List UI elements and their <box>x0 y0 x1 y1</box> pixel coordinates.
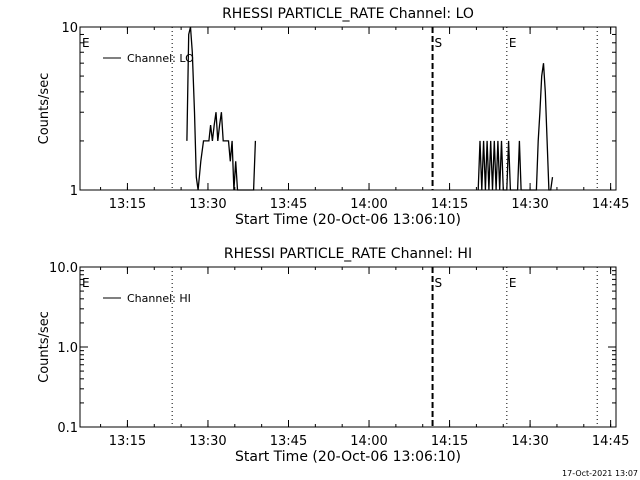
y-axis-label: Counts/sec <box>37 73 52 145</box>
x-tick-label: 14:45 <box>592 434 629 449</box>
series-line <box>477 63 554 191</box>
x-axis-label: Start Time (20-Oct-06 13:06:10) <box>235 449 461 465</box>
y-tick-label: 1.0 <box>57 341 78 356</box>
legend-label: Channel: HI <box>127 292 191 305</box>
event-marker-label: S <box>435 276 443 290</box>
y-tick-label: 10 <box>61 21 78 36</box>
event-marker-label: E <box>82 276 90 290</box>
event-marker-label: E <box>82 36 90 50</box>
chart-title: RHESSI PARTICLE_RATE Channel: HI <box>224 246 472 262</box>
footer-timestamp: 17-Oct-2021 13:07 <box>562 469 638 478</box>
y-tick-label: 0.1 <box>57 421 78 436</box>
x-tick-label: 14:15 <box>431 197 468 212</box>
legend-label: Channel: LO <box>127 52 194 65</box>
chart-panel-lo: RHESSI PARTICLE_RATE Channel: LO 13:15 13:… <box>37 6 629 228</box>
chart-title: RHESSI PARTICLE_RATE Channel: LO <box>222 6 474 22</box>
event-marker-label: E <box>509 36 517 50</box>
y-tick-label: 1 <box>70 184 78 199</box>
x-tick-label: 13:45 <box>270 197 307 212</box>
event-marker-label: E <box>509 276 517 290</box>
x-tick-label: 14:30 <box>511 434 548 449</box>
x-tick-label: 14:30 <box>511 197 548 212</box>
plot-frame <box>79 266 617 428</box>
x-tick-label: 13:45 <box>270 434 307 449</box>
x-tick-label: 13:30 <box>189 434 226 449</box>
x-tick-label: 14:15 <box>431 434 468 449</box>
x-tick-label: 14:45 <box>592 197 629 212</box>
series-line <box>186 26 257 191</box>
plot-frame <box>79 26 617 191</box>
x-tick-label: 14:00 <box>350 434 387 449</box>
y-axis-label: Counts/sec <box>37 311 52 383</box>
x-tick-label: 13:30 <box>189 197 226 212</box>
x-axis-label: Start Time (20-Oct-06 13:06:10) <box>235 212 461 228</box>
x-tick-label: 13:15 <box>109 197 146 212</box>
event-marker-label: S <box>435 36 443 50</box>
chart-panel-hi: RHESSI PARTICLE_RATE Channel: HI 13:15 13:… <box>37 246 629 465</box>
x-tick-label: 13:15 <box>109 434 146 449</box>
x-tick-label: 14:00 <box>350 197 387 212</box>
y-tick-label: 10.0 <box>49 261 78 276</box>
